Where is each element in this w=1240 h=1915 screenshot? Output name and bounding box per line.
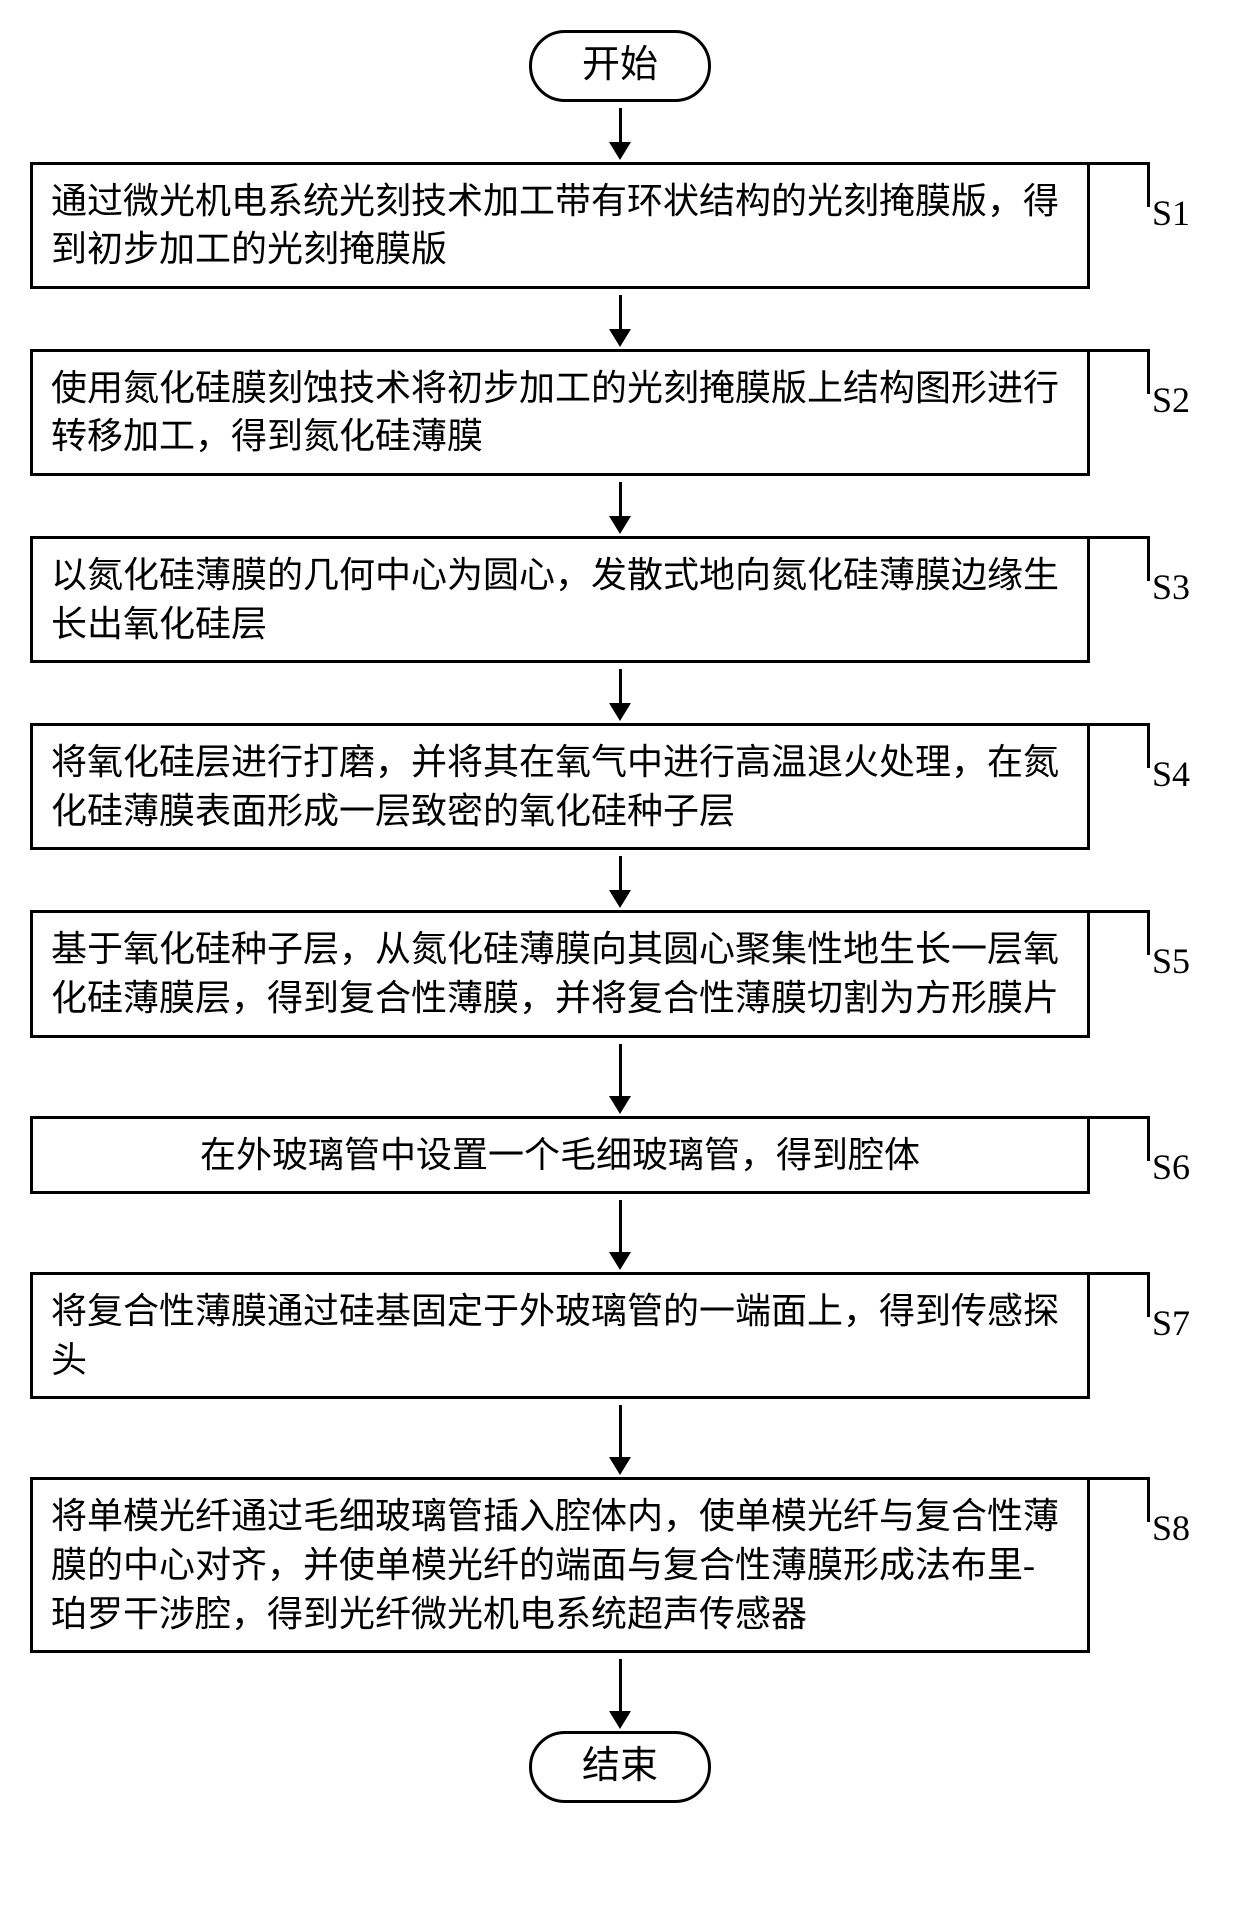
step-box-s4: 将氧化硅层进行打磨，并将其在氧气中进行高温退火处理，在氮化硅薄膜表面形成一层致密… [30,723,1090,850]
step-label-wrap: S5 [1090,910,1210,960]
connector-line-icon [1090,1272,1150,1317]
step-label-wrap: S6 [1090,1116,1210,1166]
step-box-s2: 使用氮化硅膜刻蚀技术将初步加工的光刻掩膜版上结构图形进行转移加工，得到氮化硅薄膜 [30,349,1090,476]
step-label: S4 [1152,753,1190,795]
arrow-down-icon [609,669,631,721]
step-label: S8 [1152,1507,1190,1549]
step-box-s6: 在外玻璃管中设置一个毛细玻璃管，得到腔体 [30,1116,1090,1195]
step-label: S2 [1152,379,1190,421]
step-label-wrap: S4 [1090,723,1210,773]
step-label: S5 [1152,940,1190,982]
step-label: S7 [1152,1302,1190,1344]
arrow-down-icon [609,1200,631,1270]
step-box-s3: 以氮化硅薄膜的几何中心为圆心，发散式地向氮化硅薄膜边缘生长出氧化硅层 [30,536,1090,663]
step-row: 使用氮化硅膜刻蚀技术将初步加工的光刻掩膜版上结构图形进行转移加工，得到氮化硅薄膜… [30,349,1210,476]
step-row: 将单模光纤通过毛细玻璃管插入腔体内，使单模光纤与复合性薄膜的中心对齐，并使单模光… [30,1477,1210,1653]
step-label-wrap: S2 [1090,349,1210,399]
step-label: S3 [1152,566,1190,608]
start-terminal: 开始 [529,30,711,102]
connector-line-icon [1090,723,1150,768]
step-box-s5: 基于氧化硅种子层，从氮化硅薄膜向其圆心聚集性地生长一层氧化硅薄膜层，得到复合性薄… [30,910,1090,1037]
arrow-down-icon [609,1405,631,1475]
connector-line-icon [1090,536,1150,581]
connector-line-icon [1090,1477,1150,1522]
step-row: 通过微光机电系统光刻技术加工带有环状结构的光刻掩膜版，得到初步加工的光刻掩膜版 … [30,162,1210,289]
step-box-s7: 将复合性薄膜通过硅基固定于外玻璃管的一端面上，得到传感探头 [30,1272,1090,1399]
step-label-wrap: S1 [1090,162,1210,212]
step-row: 将氧化硅层进行打磨，并将其在氧气中进行高温退火处理，在氮化硅薄膜表面形成一层致密… [30,723,1210,850]
connector-line-icon [1090,349,1150,394]
arrow-down-icon [609,1659,631,1729]
connector-line-icon [1090,162,1150,207]
arrow-down-icon [609,482,631,534]
step-label-wrap: S8 [1090,1477,1210,1527]
connector-line-icon [1090,910,1150,955]
step-row: 基于氧化硅种子层，从氮化硅薄膜向其圆心聚集性地生长一层氧化硅薄膜层，得到复合性薄… [30,910,1210,1037]
flowchart-container: 开始 通过微光机电系统光刻技术加工带有环状结构的光刻掩膜版，得到初步加工的光刻掩… [30,30,1210,1803]
arrow-down-icon [609,856,631,908]
step-label: S6 [1152,1146,1190,1188]
arrow-down-icon [609,1044,631,1114]
connector-line-icon [1090,1116,1150,1161]
step-label: S1 [1152,192,1190,234]
step-box-s1: 通过微光机电系统光刻技术加工带有环状结构的光刻掩膜版，得到初步加工的光刻掩膜版 [30,162,1090,289]
arrow-down-icon [609,108,631,160]
step-label-wrap: S7 [1090,1272,1210,1322]
step-box-s8: 将单模光纤通过毛细玻璃管插入腔体内，使单模光纤与复合性薄膜的中心对齐，并使单模光… [30,1477,1090,1653]
end-terminal: 结束 [529,1731,711,1803]
step-row: 在外玻璃管中设置一个毛细玻璃管，得到腔体 S6 [30,1116,1210,1195]
step-row: 将复合性薄膜通过硅基固定于外玻璃管的一端面上，得到传感探头 S7 [30,1272,1210,1399]
step-label-wrap: S3 [1090,536,1210,586]
arrow-down-icon [609,295,631,347]
step-row: 以氮化硅薄膜的几何中心为圆心，发散式地向氮化硅薄膜边缘生长出氧化硅层 S3 [30,536,1210,663]
